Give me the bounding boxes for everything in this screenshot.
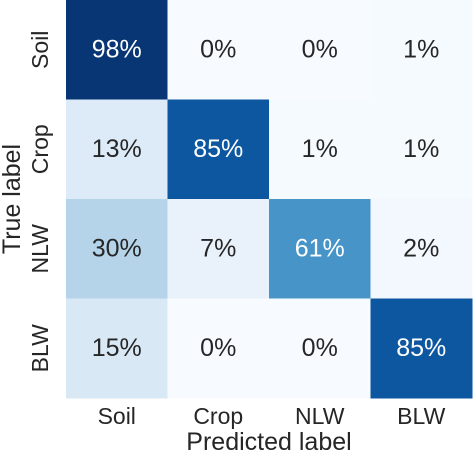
heatmap-cell-labels: 98% 0% 0% 1% 13% 85% 1% 1% 30% 7% 61% 2% 15% 0% 0% 85% bbox=[92, 35, 447, 362]
heatmap-cell bbox=[269, 199, 371, 299]
x-axis-ticks: Soil Crop NLW BLW bbox=[98, 403, 446, 429]
heatmap-cell-label: 61% bbox=[295, 234, 345, 262]
y-axis-title: True label bbox=[0, 144, 26, 254]
heatmap-cell-label: 0% bbox=[200, 334, 236, 362]
heatmap-cell-label: 2% bbox=[403, 234, 439, 262]
heatmap-cell bbox=[66, 199, 168, 299]
y-tick-label: Crop bbox=[27, 124, 53, 174]
heatmap-cells bbox=[66, 0, 473, 399]
heatmap-cell bbox=[66, 99, 168, 200]
heatmap-cell-label: 0% bbox=[302, 35, 338, 63]
heatmap-cell-label: 13% bbox=[92, 135, 142, 163]
heatmap-cell-label: 85% bbox=[396, 334, 446, 362]
heatmap-cell-label: 30% bbox=[92, 234, 142, 262]
x-tick-label: NLW bbox=[295, 403, 345, 429]
heatmap-cell-label: 15% bbox=[92, 334, 142, 362]
heatmap-cell-label: 98% bbox=[92, 35, 142, 63]
x-axis-title: Predicted label bbox=[186, 428, 351, 456]
heatmap-cell bbox=[370, 99, 473, 200]
y-tick-label: Soil bbox=[27, 31, 53, 69]
x-tick-label: BLW bbox=[397, 403, 445, 429]
heatmap-cell bbox=[269, 298, 371, 399]
heatmap-cell bbox=[167, 199, 270, 299]
heatmap-cell bbox=[370, 199, 473, 299]
heatmap-cell-label: 1% bbox=[403, 135, 439, 163]
y-tick-label: BLW bbox=[27, 324, 53, 372]
y-tick-label: NLW bbox=[27, 224, 53, 274]
heatmap-cell bbox=[66, 0, 168, 100]
heatmap-cell bbox=[167, 0, 270, 100]
heatmap-cell bbox=[269, 99, 371, 200]
heatmap-cell-label: 7% bbox=[200, 234, 236, 262]
heatmap-cell-label: 1% bbox=[302, 135, 338, 163]
y-axis-ticks: Soil Crop NLW BLW bbox=[27, 31, 53, 373]
heatmap-cell bbox=[269, 0, 371, 100]
heatmap-cell bbox=[370, 0, 473, 100]
heatmap-cell bbox=[167, 298, 270, 399]
heatmap-cell-label: 85% bbox=[193, 135, 243, 163]
heatmap-cell-label: 1% bbox=[403, 35, 439, 63]
x-tick-label: Soil bbox=[98, 403, 136, 429]
heatmap-cell-label: 0% bbox=[302, 334, 338, 362]
heatmap-cell-label: 0% bbox=[200, 35, 236, 63]
x-tick-label: Crop bbox=[193, 403, 243, 429]
heatmap-cell bbox=[66, 298, 168, 399]
heatmap-cell bbox=[167, 99, 270, 200]
heatmap-cell bbox=[370, 298, 473, 399]
